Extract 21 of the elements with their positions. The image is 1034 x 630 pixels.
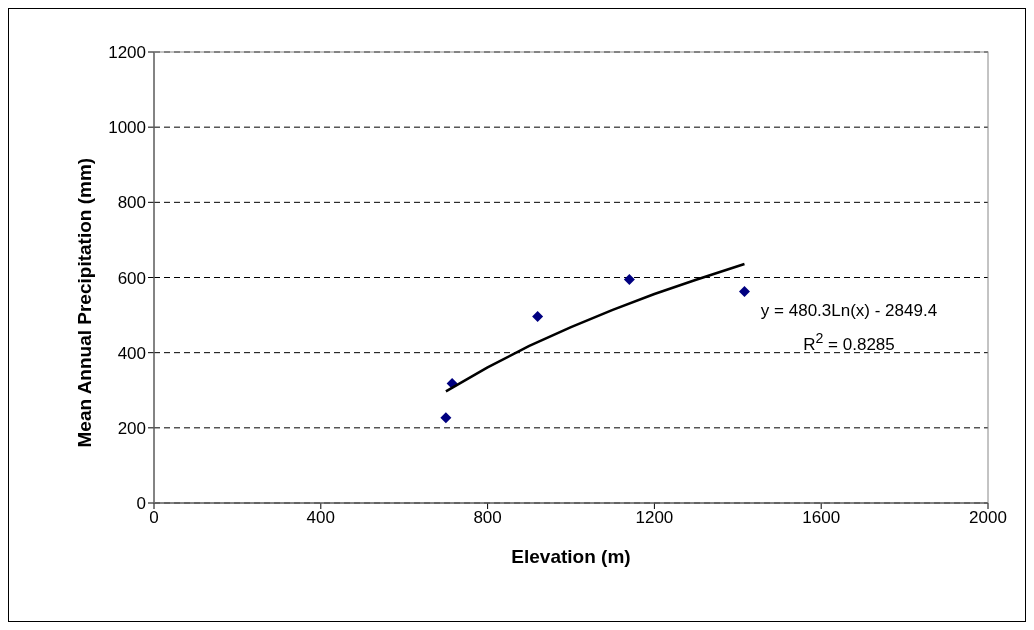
x-tick-label: 1200 xyxy=(635,508,674,528)
y-tick-label: 400 xyxy=(117,343,146,363)
x-tick-label: 0 xyxy=(149,508,159,528)
x-tick-label: 800 xyxy=(473,508,502,528)
y-axis-title: Mean Annual Precipitation (mm) xyxy=(73,157,95,448)
point xyxy=(532,311,544,323)
y-tick-label: 800 xyxy=(117,193,146,213)
x-axis-title: Elevation (m) xyxy=(511,546,631,567)
y-tick-label: 600 xyxy=(117,268,146,288)
x-tick-label: 400 xyxy=(306,508,335,528)
x-tick-label: 1600 xyxy=(802,508,841,528)
y-tick-label: 200 xyxy=(117,418,146,438)
point xyxy=(738,285,750,297)
point xyxy=(623,273,635,285)
y-tick-label: 1200 xyxy=(108,43,146,63)
y-tick-label: 1000 xyxy=(108,118,146,138)
x-tick-label: 2000 xyxy=(969,508,1007,528)
point xyxy=(440,412,452,424)
annotation: y = 480.3Ln(x) - 2849.4 xyxy=(759,301,939,321)
annotation: R$^{2}$ = 0.8285 xyxy=(802,329,896,355)
y-tick-label: 0 xyxy=(136,494,146,514)
